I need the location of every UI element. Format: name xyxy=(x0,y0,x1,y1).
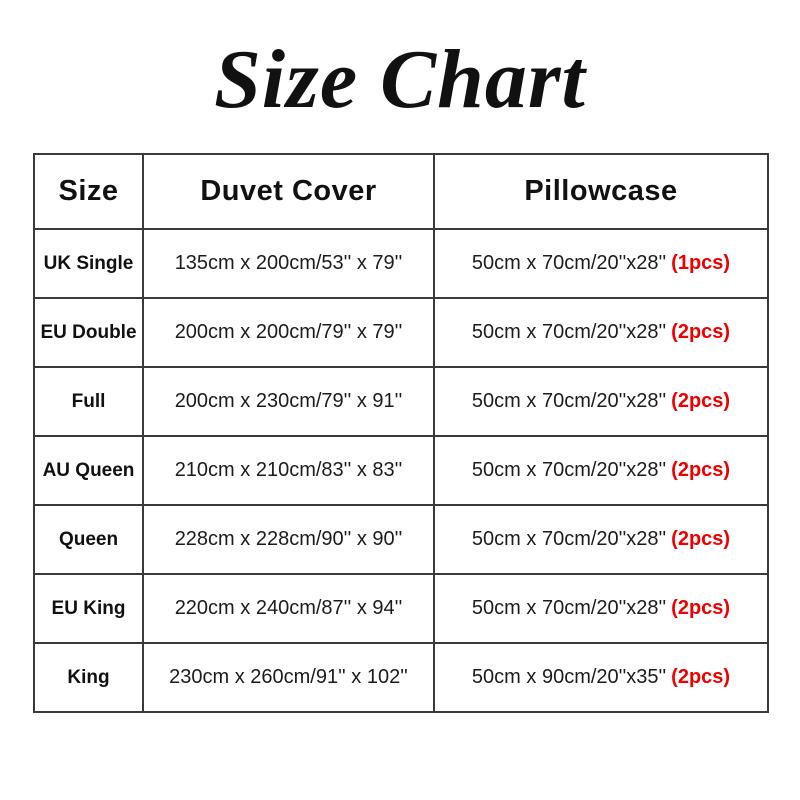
pillowcase-dimensions: 50cm x 70cm/20''x28'' xyxy=(471,597,667,619)
pillowcase-cell: 50cm x 70cm/20''x28'' (1pcs) xyxy=(433,228,769,299)
size-cell: Full xyxy=(33,366,144,437)
duvet-cover-cell: 200cm x 200cm/79'' x 79'' xyxy=(142,297,435,368)
size-cell: EU King xyxy=(33,573,144,644)
size-cell: Queen xyxy=(33,504,144,575)
duvet-cover-cell: 135cm x 200cm/53'' x 79'' xyxy=(142,228,435,299)
duvet-cover-cell: 228cm x 228cm/90'' x 90'' xyxy=(142,504,435,575)
pillowcase-cell: 50cm x 70cm/20''x28'' (2pcs) xyxy=(433,435,769,506)
pillowcase-pcs-count: (2pcs) xyxy=(671,666,731,688)
column-header-size: Size xyxy=(33,153,144,230)
table-row-full: Full 200cm x 230cm/79'' x 91'' 50cm x 70… xyxy=(33,366,769,437)
pillowcase-dimensions: 50cm x 70cm/20''x28'' xyxy=(471,459,667,481)
duvet-cover-cell: 210cm x 210cm/83'' x 83'' xyxy=(142,435,435,506)
pillowcase-pcs-count: (2pcs) xyxy=(671,321,731,343)
pillowcase-dimensions: 50cm x 70cm/20''x28'' xyxy=(471,390,667,412)
duvet-cover-cell: 200cm x 230cm/79'' x 91'' xyxy=(142,366,435,437)
table-row-uk-single: UK Single 135cm x 200cm/53'' x 79'' 50cm… xyxy=(33,228,769,299)
size-cell: King xyxy=(33,642,144,713)
pillowcase-dimensions: 50cm x 90cm/20''x35'' xyxy=(471,666,667,688)
pillowcase-cell: 50cm x 90cm/20''x35'' (2pcs) xyxy=(433,642,769,713)
pillowcase-pcs-count: (2pcs) xyxy=(671,459,731,481)
table-row-eu-king: EU King 220cm x 240cm/87'' x 94'' 50cm x… xyxy=(33,573,769,644)
size-chart-table: Size Duvet Cover Pillowcase UK Single 13… xyxy=(33,153,769,713)
pillowcase-cell: 50cm x 70cm/20''x28'' (2pcs) xyxy=(433,366,769,437)
table-row-queen: Queen 228cm x 228cm/90'' x 90'' 50cm x 7… xyxy=(33,504,769,575)
pillowcase-pcs-count: (2pcs) xyxy=(671,597,731,619)
page-title: Size Chart xyxy=(214,33,586,126)
column-header-pillowcase: Pillowcase xyxy=(433,153,769,230)
size-cell: EU Double xyxy=(33,297,144,368)
pillowcase-dimensions: 50cm x 70cm/20''x28'' xyxy=(471,528,667,550)
header-row: Size Duvet Cover Pillowcase xyxy=(33,153,769,230)
size-cell: UK Single xyxy=(33,228,144,299)
pillowcase-pcs-count: (2pcs) xyxy=(671,528,731,550)
pillowcase-pcs-count: (2pcs) xyxy=(671,390,731,412)
pillowcase-cell: 50cm x 70cm/20''x28'' (2pcs) xyxy=(433,573,769,644)
table-row-eu-double: EU Double 200cm x 200cm/79'' x 79'' 50cm… xyxy=(33,297,769,368)
pillowcase-dimensions: 50cm x 70cm/20''x28'' xyxy=(471,252,667,274)
size-cell: AU Queen xyxy=(33,435,144,506)
table-row-king: King 230cm x 260cm/91'' x 102'' 50cm x 9… xyxy=(33,642,769,713)
pillowcase-cell: 50cm x 70cm/20''x28'' (2pcs) xyxy=(433,504,769,575)
duvet-cover-cell: 220cm x 240cm/87'' x 94'' xyxy=(142,573,435,644)
pillowcase-pcs-count: (1pcs) xyxy=(671,252,731,274)
table-row-au-queen: AU Queen 210cm x 210cm/83'' x 83'' 50cm … xyxy=(33,435,769,506)
column-header-duvet-cover: Duvet Cover xyxy=(142,153,435,230)
duvet-cover-cell: 230cm x 260cm/91'' x 102'' xyxy=(142,642,435,713)
pillowcase-cell: 50cm x 70cm/20''x28'' (2pcs) xyxy=(433,297,769,368)
pillowcase-dimensions: 50cm x 70cm/20''x28'' xyxy=(471,321,667,343)
